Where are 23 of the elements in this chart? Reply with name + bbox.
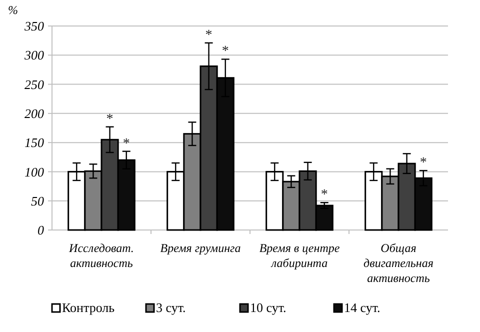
y-axis-title: % bbox=[8, 3, 18, 17]
y-tick-label: 200 bbox=[24, 106, 44, 121]
legend-label: 10 сут. bbox=[250, 300, 286, 315]
y-tick-label: 0 bbox=[38, 222, 44, 238]
legend-label: 3 сут. bbox=[156, 300, 186, 315]
y-tick-label: 50 bbox=[31, 193, 44, 208]
legend-label: 14 сут. bbox=[344, 300, 380, 315]
annotation: * bbox=[205, 28, 212, 43]
y-tick-label: 250 bbox=[24, 76, 44, 92]
x-tick-label: Время груминга bbox=[160, 241, 241, 255]
annotation: * bbox=[122, 136, 130, 152]
x-tick-label: Исследоват. активность bbox=[68, 241, 134, 270]
y-tick-label: 300 bbox=[24, 48, 44, 63]
y-tick-label: 100 bbox=[24, 164, 44, 180]
annotation: * bbox=[222, 44, 229, 60]
legend-label: Контроль bbox=[62, 300, 115, 315]
annotation: * bbox=[320, 188, 328, 203]
x-tick-label: Время в центре лабиринта bbox=[259, 241, 340, 270]
x-tick-label: Общая двигательная активность bbox=[364, 241, 434, 285]
y-tick-label: 150 bbox=[24, 135, 44, 150]
annotation: * bbox=[420, 156, 427, 171]
y-tick-label: 350 bbox=[24, 18, 44, 34]
annotation: * bbox=[106, 112, 114, 127]
